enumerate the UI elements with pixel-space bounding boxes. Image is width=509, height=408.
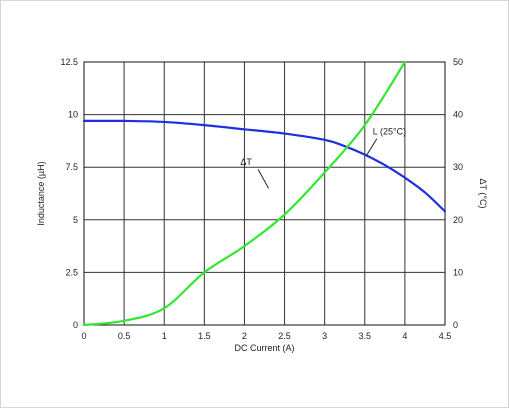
grid-lines — [83, 61, 446, 326]
y-left-tick-label: 12.5 — [60, 57, 78, 67]
x-tick-label: 1 — [162, 331, 167, 341]
x-tick-label: 1.5 — [198, 331, 211, 341]
x-tick-label: 2.5 — [278, 331, 291, 341]
x-tick-labels: 0 0.5 1 1.5 2 2.5 3 3.5 4 4.5 — [81, 331, 451, 341]
y-left-tick-label: 2.5 — [65, 267, 78, 277]
y-left-tick-labels: 0 2.5 5 7.5 10 12.5 — [60, 57, 78, 330]
y-right-tick-label: 30 — [453, 162, 463, 172]
y-right-tick-label: 40 — [453, 110, 463, 120]
y-left-tick-label: 7.5 — [65, 162, 78, 172]
x-tick-label: 3.5 — [359, 331, 372, 341]
series-line-inductance — [82, 119, 447, 213]
annotations: L (25°C) ΔT — [240, 127, 406, 189]
x-axis-title: DC Current (A) — [234, 343, 294, 353]
y-left-tick-label: 0 — [73, 320, 78, 330]
x-tick-label: 0.5 — [118, 331, 131, 341]
leader-line-inductance — [365, 138, 378, 156]
series-line-delta-t — [82, 60, 406, 327]
series-label-delta-t: ΔT — [240, 157, 252, 167]
y-right-tick-label: 10 — [453, 267, 463, 277]
y-left-tick-label: 10 — [68, 110, 78, 120]
x-tick-label: 3 — [322, 331, 327, 341]
y-right-axis-title: ΔT (°C) — [478, 179, 488, 209]
y-right-tick-label: 20 — [453, 215, 463, 225]
x-tick-label: 2 — [242, 331, 247, 341]
series-layer — [82, 60, 447, 327]
x-tick-label: 4 — [402, 331, 407, 341]
leader-line-delta-t — [257, 169, 269, 189]
y-left-axis-title: Inductance (µH) — [36, 161, 46, 225]
y-right-tick-labels: 0 10 20 30 40 50 — [453, 57, 463, 330]
plot-border — [83, 61, 446, 326]
y-left-tick-label: 5 — [73, 215, 78, 225]
x-tick-label: 0 — [81, 331, 86, 341]
y-right-tick-label: 50 — [453, 57, 463, 67]
x-tick-label: 4.5 — [439, 331, 452, 341]
series-label-inductance: L (25°C) — [373, 127, 406, 137]
y-right-tick-label: 0 — [453, 320, 458, 330]
